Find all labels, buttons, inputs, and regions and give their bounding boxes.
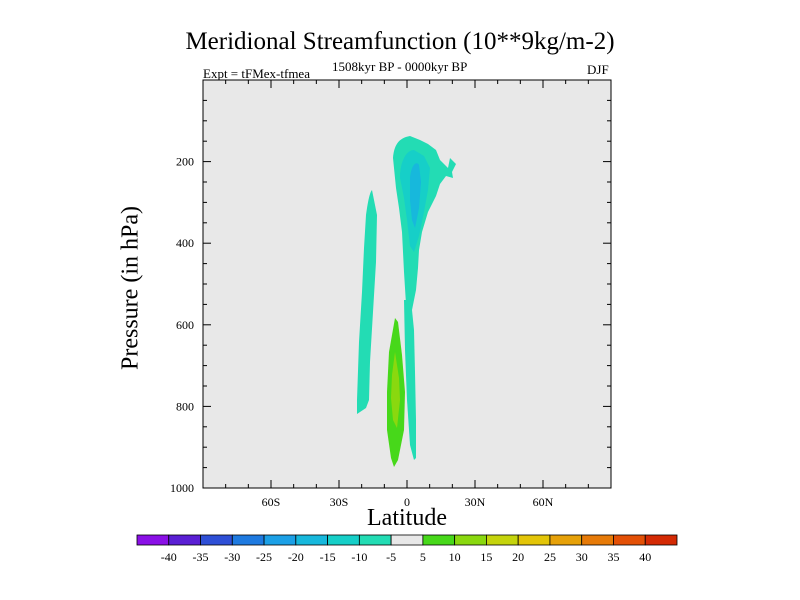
- axis-ticks: [202, 80, 612, 489]
- colorbar-swatch: [581, 534, 614, 546]
- colorbar-label: -40: [161, 550, 177, 564]
- equatorial-vertical-band: [404, 300, 416, 460]
- x-axis-label: Latitude: [367, 505, 447, 531]
- colorbar-label: 40: [639, 550, 651, 564]
- colorbar-label: 10: [449, 550, 461, 564]
- colorbar-label: 15: [480, 550, 492, 564]
- colorbar-swatch: [327, 534, 360, 546]
- colorbar-label: 30: [576, 550, 588, 564]
- colorbar-swatch: [136, 534, 170, 546]
- y-tick-label: 1000: [170, 481, 194, 495]
- x-tick-label: 30N: [465, 495, 486, 509]
- colorbar-swatch: [200, 534, 233, 546]
- colorbar-swatch: [486, 534, 519, 546]
- y-tick-labels: 200 400 600 800 1000: [170, 155, 194, 495]
- colorbar-swatch: [517, 534, 551, 546]
- colorbar-label: 35: [607, 550, 619, 564]
- colorbar-label: -15: [320, 550, 336, 564]
- y-tick-label: 400: [176, 236, 194, 250]
- colorbar-swatch: [358, 534, 392, 546]
- x-tick-labels: 60S 30S 0 30N 60N: [262, 495, 554, 509]
- colorbar-swatch: [295, 534, 328, 546]
- colorbar-swatch: [422, 534, 456, 546]
- colorbar-label: 25: [544, 550, 556, 564]
- x-tick-label: 30S: [330, 495, 349, 509]
- colorbar-label: 20: [512, 550, 524, 564]
- colorbar: [136, 534, 678, 546]
- chart-title: Meridional Streamfunction (10**9kg/m-2): [185, 28, 615, 55]
- x-tick-label: 60S: [262, 495, 281, 509]
- colorbar-swatch: [231, 534, 265, 546]
- y-tick-label: 200: [176, 155, 194, 169]
- colorbar-label: -5: [386, 550, 396, 564]
- experiment-label: Expt = tFMex-tfmea: [203, 66, 310, 81]
- colorbar-swatch: [644, 534, 678, 546]
- y-tick-label: 600: [176, 318, 194, 332]
- season-label: DJF: [587, 62, 609, 77]
- colorbar-swatch: [454, 534, 487, 546]
- upper-tropical-cell-core: [410, 163, 421, 228]
- colorbar-swatch: [263, 534, 297, 546]
- lower-positive-cell-core: [391, 352, 400, 428]
- southern-vertical-band: [357, 190, 377, 414]
- colorbar-swatch: [168, 534, 201, 546]
- colorbar-label: -35: [193, 550, 209, 564]
- contour-fills: [357, 136, 456, 467]
- x-tick-label: 60N: [533, 495, 554, 509]
- time-range-label: 1508kyr BP - 0000kyr BP: [332, 59, 468, 74]
- colorbar-label: 5: [420, 550, 426, 564]
- colorbar-swatch: [549, 534, 583, 546]
- colorbar-label: -30: [224, 550, 240, 564]
- colorbar-swatch: [390, 534, 424, 546]
- colorbar-label: -25: [256, 550, 272, 564]
- colorbar-labels: -40 -35 -30 -25 -20 -15 -10 -5 5 10 15 20 25 30 35 40: [161, 550, 651, 564]
- x-tick-label: 0: [404, 495, 410, 509]
- y-tick-label: 800: [176, 399, 194, 413]
- colorbar-label: -10: [351, 550, 367, 564]
- colorbar-label: -20: [288, 550, 304, 564]
- colorbar-swatch: [613, 534, 646, 546]
